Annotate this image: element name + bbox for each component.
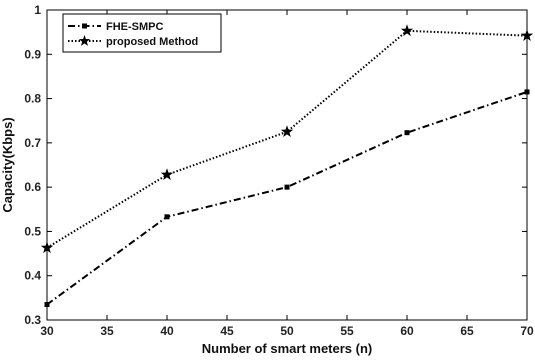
x-tick-label: 35 [100,324,114,338]
data-point-proposed-method [280,125,294,138]
x-tick-label: 30 [40,324,54,338]
y-tick-label: 0.6 [24,180,41,194]
y-tick-label: 0.3 [24,313,41,327]
x-tick-label: 40 [160,324,174,338]
y-tick-label: 0.8 [24,92,41,106]
x-tick-label: 45 [220,324,234,338]
x-tick-label: 55 [340,324,354,338]
data-point-fhe-smpc [44,302,50,307]
legend-label-proposed-method: proposed Method [106,36,198,48]
series-layer [40,24,534,307]
x-tick-label: 65 [460,324,474,338]
x-tick-label: 60 [400,324,414,338]
axis-ticks: 30 35 40 45 50 55 60 65 70 0.3 0.4 0.5 0.6 0.7 0.8 0.9 1 [24,3,534,338]
data-point-proposed-method [400,24,414,37]
data-point-fhe-smpc [284,184,290,190]
y-tick-label: 0.4 [24,269,41,283]
legend: FHE-SMPC proposed Method [62,13,222,53]
y-tick-label: 0.7 [24,136,41,150]
legend-label-fhe-smpc: FHE-SMPC [106,21,164,33]
y-axis-label: Capacity(Kbps) [0,117,15,212]
x-axis-label: Number of smart meters (n) [202,341,372,356]
x-tick-label: 70 [520,324,534,338]
y-tick-label: 0.9 [24,47,41,61]
data-point-fhe-smpc [164,214,170,220]
data-point-proposed-method [160,168,174,180]
data-point-proposed-method [520,29,534,41]
legend-marker-star [78,35,91,46]
data-point-fhe-smpc [524,89,530,95]
data-point-fhe-smpc [404,130,410,136]
data-point-proposed-method [40,241,54,254]
legend-marker-square [82,23,87,29]
y-tick-label: 0.5 [24,224,41,238]
y-tick-label: 1 [34,3,41,17]
x-tick-label: 50 [280,324,294,338]
legend-box [62,13,222,53]
